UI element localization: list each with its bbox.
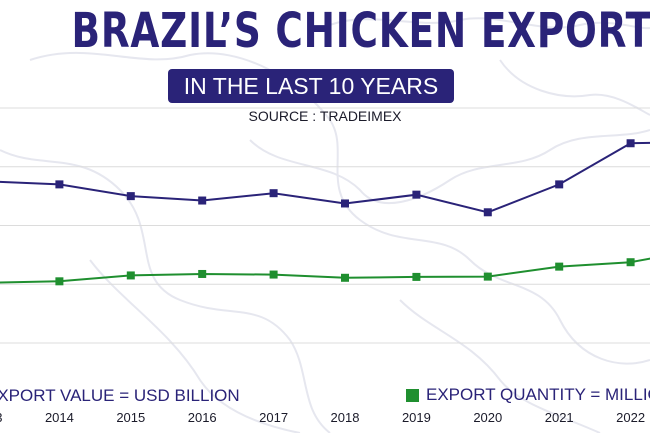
point-export-value-2021 bbox=[555, 180, 564, 189]
x-tick-label: 2018 bbox=[331, 410, 360, 425]
point-export-quantity-2018 bbox=[341, 273, 349, 282]
point-export-value-2014 bbox=[55, 180, 64, 189]
x-tick-label: 2014 bbox=[45, 410, 74, 425]
series-line-export-quantity bbox=[0, 257, 650, 284]
legend-quantity-swatch bbox=[406, 388, 419, 402]
x-tick-label: 2019 bbox=[402, 410, 431, 425]
point-export-quantity-2014 bbox=[55, 277, 64, 286]
point-export-value-2015 bbox=[126, 192, 135, 201]
point-export-quantity-2016 bbox=[198, 269, 207, 278]
point-export-quantity-2015 bbox=[126, 271, 135, 280]
x-tick-label: 2015 bbox=[116, 410, 145, 425]
point-export-value-2017 bbox=[269, 189, 278, 198]
point-export-value-2016 bbox=[198, 196, 207, 205]
x-tick-label: 2013 bbox=[0, 410, 2, 425]
point-export-quantity-2020 bbox=[483, 272, 492, 281]
series-line-export-value bbox=[0, 141, 650, 214]
x-tick-label: 2020 bbox=[473, 410, 502, 425]
point-export-value-2018 bbox=[341, 199, 349, 208]
x-tick-label: 2017 bbox=[259, 410, 288, 425]
legend-quantity-label: EXPORT QUANTITY = MILLION bbox=[426, 385, 650, 404]
point-export-value-2020 bbox=[483, 208, 492, 217]
point-export-quantity-2021 bbox=[555, 262, 564, 271]
point-export-quantity-2022 bbox=[626, 258, 635, 267]
x-tick-label: 2022 bbox=[616, 410, 645, 425]
source-label: SOURCE : TRADEIMEX bbox=[248, 108, 402, 124]
point-export-value-2019 bbox=[412, 190, 421, 199]
x-tick-label: 2016 bbox=[188, 410, 217, 425]
point-export-quantity-2017 bbox=[269, 270, 278, 279]
page-title: BRAZIL’S CHICKEN EXPORTS bbox=[71, 3, 650, 59]
x-tick-label: 2021 bbox=[545, 410, 574, 425]
subtitle-badge: IN THE LAST 10 YEARS bbox=[168, 69, 454, 103]
legend-export-quantity: EXPORT QUANTITY = MILLION bbox=[406, 385, 650, 405]
legend-export-value: EXPORT VALUE = USD BILLION bbox=[0, 386, 240, 405]
point-export-quantity-2019 bbox=[412, 272, 421, 281]
point-export-value-2022 bbox=[626, 139, 635, 148]
